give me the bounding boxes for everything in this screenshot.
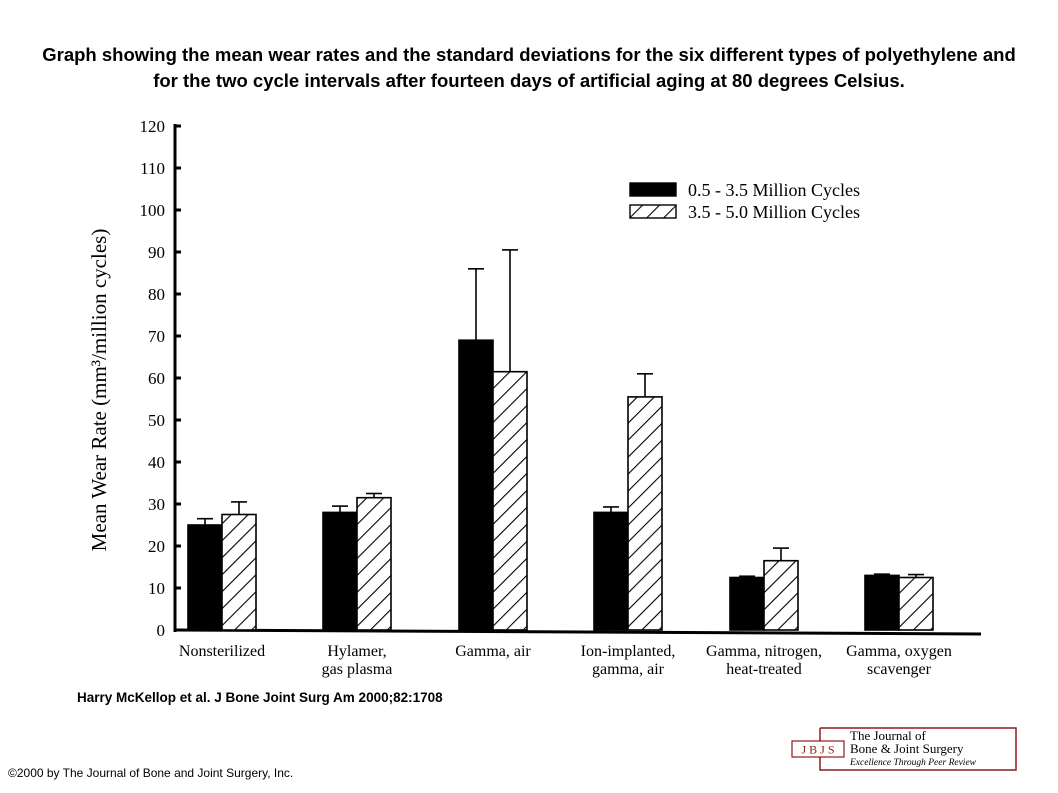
bar-early-cycles xyxy=(322,511,358,631)
citation: Harry McKellop et al. J Bone Joint Surg … xyxy=(77,690,443,705)
jbjs-logo[interactable]: J B J S The Journal of Bone & Joint Surg… xyxy=(790,726,1018,772)
x-category-label: heat-treated xyxy=(726,661,802,678)
bar-early-cycles xyxy=(864,574,900,631)
x-category-label: Gamma, air xyxy=(455,643,531,660)
bar-early-cycles xyxy=(458,339,494,631)
y-tick-label: 30 xyxy=(148,495,165,514)
y-tick-label: 100 xyxy=(140,201,166,220)
bar-late-cycles xyxy=(221,513,257,631)
bar-late-cycles xyxy=(763,559,799,631)
y-tick-label: 120 xyxy=(140,117,166,136)
y-axis-title: Mean Wear Rate (mm³/million cycles) xyxy=(87,229,111,552)
chart-title: Graph showing the mean wear rates and th… xyxy=(42,44,1016,91)
bar-early-cycles xyxy=(187,524,223,631)
copyright-notice: ©2000 by The Journal of Bone and Joint S… xyxy=(8,766,294,780)
legend-label: 3.5 - 5.0 Million Cycles xyxy=(688,202,860,222)
x-category-label: Gamma, nitrogen, xyxy=(706,643,822,660)
y-tick-label: 10 xyxy=(148,579,165,598)
jbjs-abbr: J B J S xyxy=(801,743,834,757)
jbjs-title-line2: Bone & Joint Surgery xyxy=(850,741,964,756)
bar-late-cycles xyxy=(356,496,392,631)
x-category-label: gas plasma xyxy=(322,661,393,678)
legend-swatch-early xyxy=(629,182,677,197)
y-tick-label: 40 xyxy=(148,453,165,472)
y-tick-label: 20 xyxy=(148,537,165,556)
legend-label: 0.5 - 3.5 Million Cycles xyxy=(688,180,860,200)
bar-chart: 0 10 20 30 40 50 60 70 80 90 100 110 120 Mean Wear Ra… xyxy=(77,108,981,680)
x-category-label: Nonsterilized xyxy=(179,643,265,660)
y-tick-label: 80 xyxy=(148,285,165,304)
bar-early-cycles xyxy=(593,511,629,631)
y-tick-label: 60 xyxy=(148,369,165,388)
jbjs-title-line1: The Journal of xyxy=(850,728,926,743)
x-category-label: scavenger xyxy=(867,661,932,678)
legend-swatch-late xyxy=(629,204,677,219)
bar-early-cycles xyxy=(729,576,765,631)
y-tick-label: 110 xyxy=(140,159,165,178)
x-axis-line xyxy=(173,628,981,636)
x-category-label: Hylamer, xyxy=(327,643,386,660)
y-tick-label: 70 xyxy=(148,327,165,346)
bar-late-cycles xyxy=(492,370,528,631)
x-category-label: Gamma, oxygen xyxy=(846,643,952,660)
x-category-label: Ion-implanted, xyxy=(581,643,676,660)
y-tick-label: 0 xyxy=(157,621,166,640)
x-category-label: gamma, air xyxy=(592,661,665,678)
jbjs-tagline: Excellence Through Peer Review xyxy=(849,758,977,768)
bar-late-cycles xyxy=(898,576,934,631)
y-tick-label: 50 xyxy=(148,411,165,430)
bar-late-cycles xyxy=(627,396,663,631)
y-tick-label: 90 xyxy=(148,243,165,262)
